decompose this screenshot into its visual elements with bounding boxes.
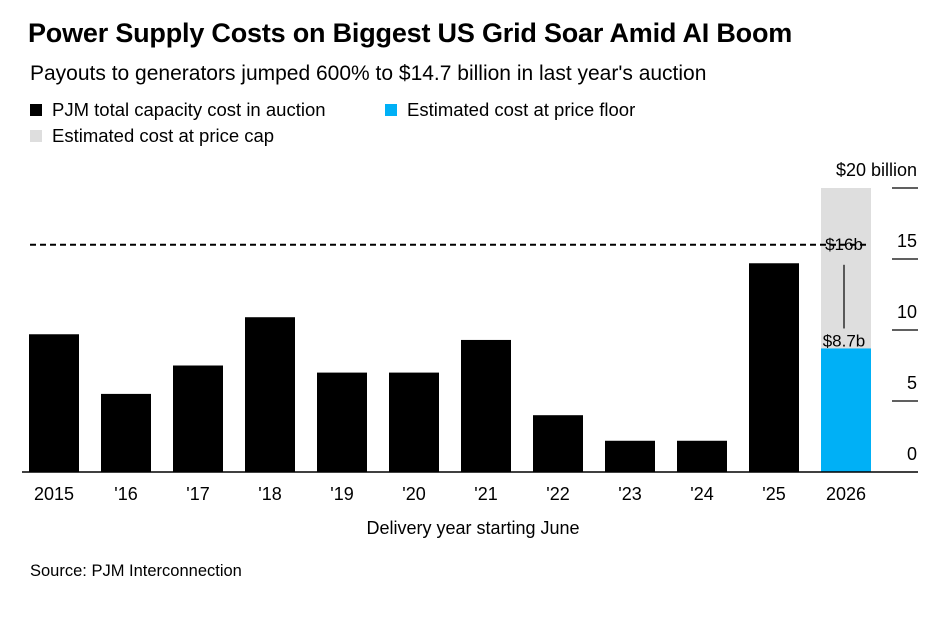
bar-total-1 [101,393,151,472]
y-tick-label-5: 5 [907,373,917,393]
bar-total-10 [749,263,799,472]
x-tick-label-8: '23 [618,484,641,504]
bar-total-8 [605,440,655,472]
legend-swatch-cap [30,130,42,142]
legend-item-floor: Estimated cost at price floor [385,99,635,121]
x-tick-label-11: 2026 [826,484,866,504]
y-tick-label-20: $20 billion [836,160,917,180]
source-note: Source: PJM Interconnection [30,562,242,580]
annotation-label-cap: $16b [825,235,863,254]
bar-total-7 [533,415,583,472]
x-tick-label-7: '22 [546,484,569,504]
bar-total-0 [29,334,79,472]
x-tick-label-0: 2015 [34,484,74,504]
bar-total-9 [677,440,727,472]
bar-total-6 [461,339,511,472]
x-tick-label-6: '21 [474,484,497,504]
bar-total-5 [389,372,439,472]
bar-total-3 [245,317,295,472]
x-tick-label-10: '25 [762,484,785,504]
legend-item-total: PJM total capacity cost in auction [30,99,326,121]
x-tick-label-2: '17 [186,484,209,504]
x-tick-label-5: '20 [402,484,425,504]
x-tick-label-1: '16 [114,484,137,504]
y-tick-label-15: 15 [897,231,917,251]
chart-subtitle: Payouts to generators jumped 600% to $14… [30,62,707,85]
y-tick-label-0: 0 [907,444,917,464]
bar-total-4 [317,372,367,472]
legend-label-floor: Estimated cost at price floor [407,99,636,120]
legend-label-cap: Estimated cost at price cap [52,125,275,146]
legend-item-cap: Estimated cost at price cap [30,125,274,147]
annotation-label-floor: $8.7b [823,331,866,350]
x-tick-label-4: '19 [330,484,353,504]
bar-total-2 [173,365,223,472]
x-tick-label-3: '18 [258,484,281,504]
y-tick-label-10: 10 [897,302,917,322]
legend-swatch-floor [385,104,397,116]
legend-swatch-total [30,104,42,116]
legend-label-total: PJM total capacity cost in auction [52,99,326,120]
bar-price-floor-11 [821,348,871,472]
chart-title: Power Supply Costs on Biggest US Grid So… [28,18,793,48]
x-axis-title: Delivery year starting June [366,518,579,538]
x-tick-label-9: '24 [690,484,713,504]
